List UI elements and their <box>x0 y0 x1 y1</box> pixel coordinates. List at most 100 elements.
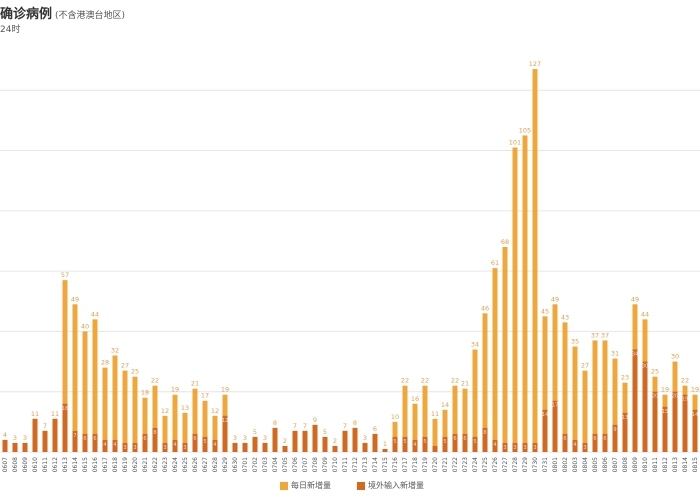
bar-total <box>432 418 438 452</box>
bar-total <box>512 147 518 452</box>
bar-imported-label: 3 <box>183 445 186 451</box>
x-tick-label: 0709 <box>322 457 329 472</box>
x-tick-label: 0813 <box>672 457 679 472</box>
x-tick-label: 0626 <box>192 457 199 472</box>
bar-total <box>602 340 608 452</box>
x-tick-label: 0716 <box>392 457 399 472</box>
bar-imported <box>522 442 528 452</box>
bar-imported <box>602 433 608 452</box>
bar-total <box>572 346 578 452</box>
bar-value-label: 17 <box>201 392 209 400</box>
bar-imported-label: 5 <box>473 439 476 445</box>
x-tick-label: 0727 <box>502 457 509 472</box>
bar-imported <box>482 427 488 452</box>
bar-imported <box>432 445 438 452</box>
bar-value-label: 16 <box>411 395 419 403</box>
chart-title-text: 确诊病例 <box>0 7 53 22</box>
bar-imported <box>452 433 458 452</box>
bar-imported-label: 13 <box>622 415 628 421</box>
bar-total <box>102 367 108 452</box>
bar-value-label: 25 <box>131 368 139 376</box>
bar-total <box>72 304 78 452</box>
x-tick-label: 0728 <box>512 457 519 472</box>
bar-value-label: 3 <box>263 434 267 442</box>
bar-imported <box>692 409 698 452</box>
bar-value-label: 44 <box>641 310 649 318</box>
bar-value-label: 3 <box>23 434 27 442</box>
bar-value-label: 23 <box>621 374 629 382</box>
x-tick-label: 0803 <box>572 457 579 472</box>
bar-value-label: 34 <box>471 340 479 348</box>
bar-value-label: 2 <box>283 437 287 445</box>
legend-item-imported[interactable]: 境外输入新增量 <box>357 480 424 491</box>
bar-total <box>142 397 148 452</box>
bar-imported <box>262 442 268 452</box>
bar-imported <box>232 442 238 452</box>
bar-imported <box>272 427 278 452</box>
bar-total <box>482 313 488 452</box>
bar-imported <box>372 433 378 452</box>
bar-imported-label: 14 <box>692 412 698 418</box>
bar-imported-label: 20 <box>652 394 658 400</box>
x-tick-label: 0811 <box>652 457 659 472</box>
bar-imported-label: 3 <box>123 445 126 451</box>
bar-imported-label: 6 <box>603 436 606 442</box>
x-tick-label: 0808 <box>622 457 629 472</box>
bar-value-label: 14 <box>441 401 449 409</box>
bar-value-label: 19 <box>691 386 699 394</box>
bar-imported <box>552 400 558 452</box>
x-tick-label: 0722 <box>452 457 459 472</box>
bar-imported <box>132 442 138 452</box>
bar-total <box>402 385 408 452</box>
bar-value-label: 44 <box>91 310 99 318</box>
x-tick-label: 0617 <box>102 457 109 472</box>
x-tick-label: 0708 <box>312 457 319 472</box>
bar-imported <box>252 436 258 452</box>
bar-imported-label: 8 <box>483 430 486 436</box>
x-tick-label: 0614 <box>72 457 79 472</box>
bar-imported <box>322 436 328 452</box>
bar-imported <box>92 433 98 452</box>
bar-imported-label: 5 <box>203 439 206 445</box>
bar-imported <box>82 433 88 452</box>
bar-total <box>212 415 218 452</box>
bar-imported-label: 6 <box>93 436 96 442</box>
bar-imported <box>472 436 478 452</box>
bar-imported <box>422 436 428 452</box>
bar-value-label: 57 <box>61 271 69 279</box>
bar-value-label: 127 <box>529 60 541 68</box>
x-tick-label: 0718 <box>412 457 419 472</box>
bar-imported-label: 3 <box>523 445 526 451</box>
legend-label-imported: 境外输入新增量 <box>368 481 424 490</box>
bar-value-label: 35 <box>571 337 579 345</box>
x-tick-label: 0625 <box>182 457 189 472</box>
x-tick-label: 0613 <box>62 457 69 472</box>
bar-imported <box>352 427 358 452</box>
x-tick-label: 0726 <box>492 457 499 472</box>
bar-total <box>442 409 448 452</box>
x-tick-label: 0809 <box>632 457 639 472</box>
bar-imported <box>342 430 348 452</box>
bar-imported-label: 5 <box>423 439 426 445</box>
legend-item-total[interactable]: 每日新增量 <box>280 480 331 491</box>
x-tick-label: 0607 <box>2 457 9 472</box>
bar-total <box>532 69 538 452</box>
bar-imported <box>312 424 318 452</box>
legend: 每日新增量 境外输入新增量 <box>280 480 424 491</box>
x-tick-label: 0807 <box>612 457 619 472</box>
bar-imported <box>562 433 568 452</box>
bar-value-label: 101 <box>509 139 521 147</box>
bar-imported <box>412 439 418 452</box>
bar-imported <box>142 433 148 452</box>
bar-imported <box>222 415 228 452</box>
bar-imported-label: 3 <box>583 445 586 451</box>
x-tick-label: 0706 <box>292 457 299 472</box>
bar-imported <box>622 412 628 452</box>
bar-imported-label: 4 <box>213 442 216 448</box>
bar-value-label: 21 <box>461 380 469 388</box>
bar-total <box>162 415 168 452</box>
bar-value-label: 68 <box>501 238 509 246</box>
bar-value-label: 3 <box>233 434 237 442</box>
x-tick-label: 0622 <box>152 457 159 472</box>
bar-imported <box>672 391 678 452</box>
